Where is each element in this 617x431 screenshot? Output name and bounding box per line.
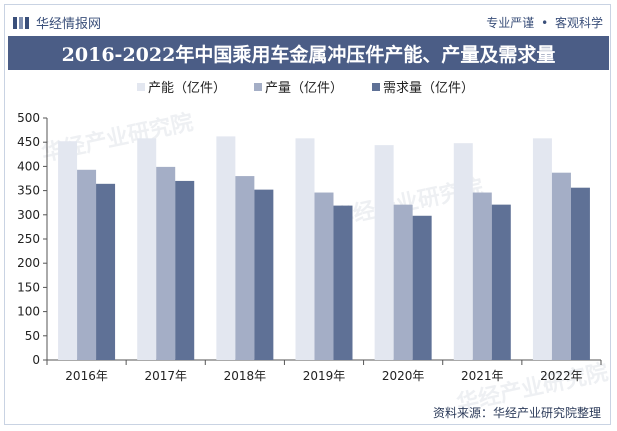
y-tick-label: 150 [17, 280, 40, 294]
bar [532, 138, 552, 360]
bar [235, 176, 255, 360]
bar [374, 145, 394, 360]
chart-title: 2016-2022年中国乘用车金属冲压件产能、产量及需求量 [8, 36, 609, 70]
brand[interactable]: 华经情报网 [12, 13, 101, 32]
x-tick-label: 2019年 [303, 369, 346, 383]
x-tick-label: 2021年 [461, 369, 504, 383]
bar [254, 189, 274, 360]
bar [216, 136, 236, 360]
y-tick-label: 0 [32, 353, 40, 367]
bar [393, 204, 413, 360]
y-tick-label: 350 [17, 184, 40, 198]
x-tick-label: 2017年 [144, 369, 187, 383]
bar [77, 169, 97, 360]
y-tick-label: 450 [17, 135, 40, 149]
x-tick-label: 2018年 [224, 369, 267, 383]
bar [175, 180, 195, 360]
slogan-separator: • [541, 16, 549, 30]
legend-label: 需求量（亿件） [383, 81, 474, 96]
legend-swatch [372, 83, 380, 91]
y-tick-label: 300 [17, 208, 40, 222]
y-tick-label: 500 [17, 111, 40, 125]
legend-swatch [137, 83, 145, 91]
x-tick-label: 2020年 [382, 369, 425, 383]
legend-label: 产量（亿件） [265, 81, 343, 96]
y-tick-label: 50 [25, 329, 40, 343]
bar [137, 138, 157, 360]
bar [491, 204, 511, 360]
y-tick-label: 250 [17, 232, 40, 246]
bar [156, 166, 176, 360]
top-bar: 华经情报网 专业严谨 • 客观科学 [8, 8, 609, 34]
y-tick-label: 400 [17, 159, 40, 173]
brand-name: 华经情报网 [36, 17, 102, 32]
y-tick-label: 200 [17, 256, 40, 270]
x-tick-label: 2022年 [540, 369, 583, 383]
bar [412, 215, 432, 360]
bar [570, 187, 590, 360]
bar [314, 192, 334, 360]
chart-frame [4, 4, 611, 425]
y-tick-label: 100 [17, 305, 40, 319]
source-note: 资料来源：华经产业研究院整理 [432, 406, 601, 420]
bar [453, 143, 473, 360]
bar [551, 172, 571, 360]
brand-logo-icon [13, 16, 29, 29]
x-tick-label: 2016年 [65, 369, 108, 383]
legend-label: 产能（亿件） [148, 81, 226, 96]
slogan-right: 客观科学 [554, 16, 603, 30]
bar [96, 183, 116, 360]
bar [333, 205, 353, 360]
bar [58, 141, 78, 360]
slogan: 专业严谨 • 客观科学 [486, 14, 603, 31]
legend-swatch [254, 83, 262, 91]
bar [295, 138, 315, 360]
slogan-left: 专业严谨 [486, 16, 535, 30]
bar [472, 192, 492, 360]
